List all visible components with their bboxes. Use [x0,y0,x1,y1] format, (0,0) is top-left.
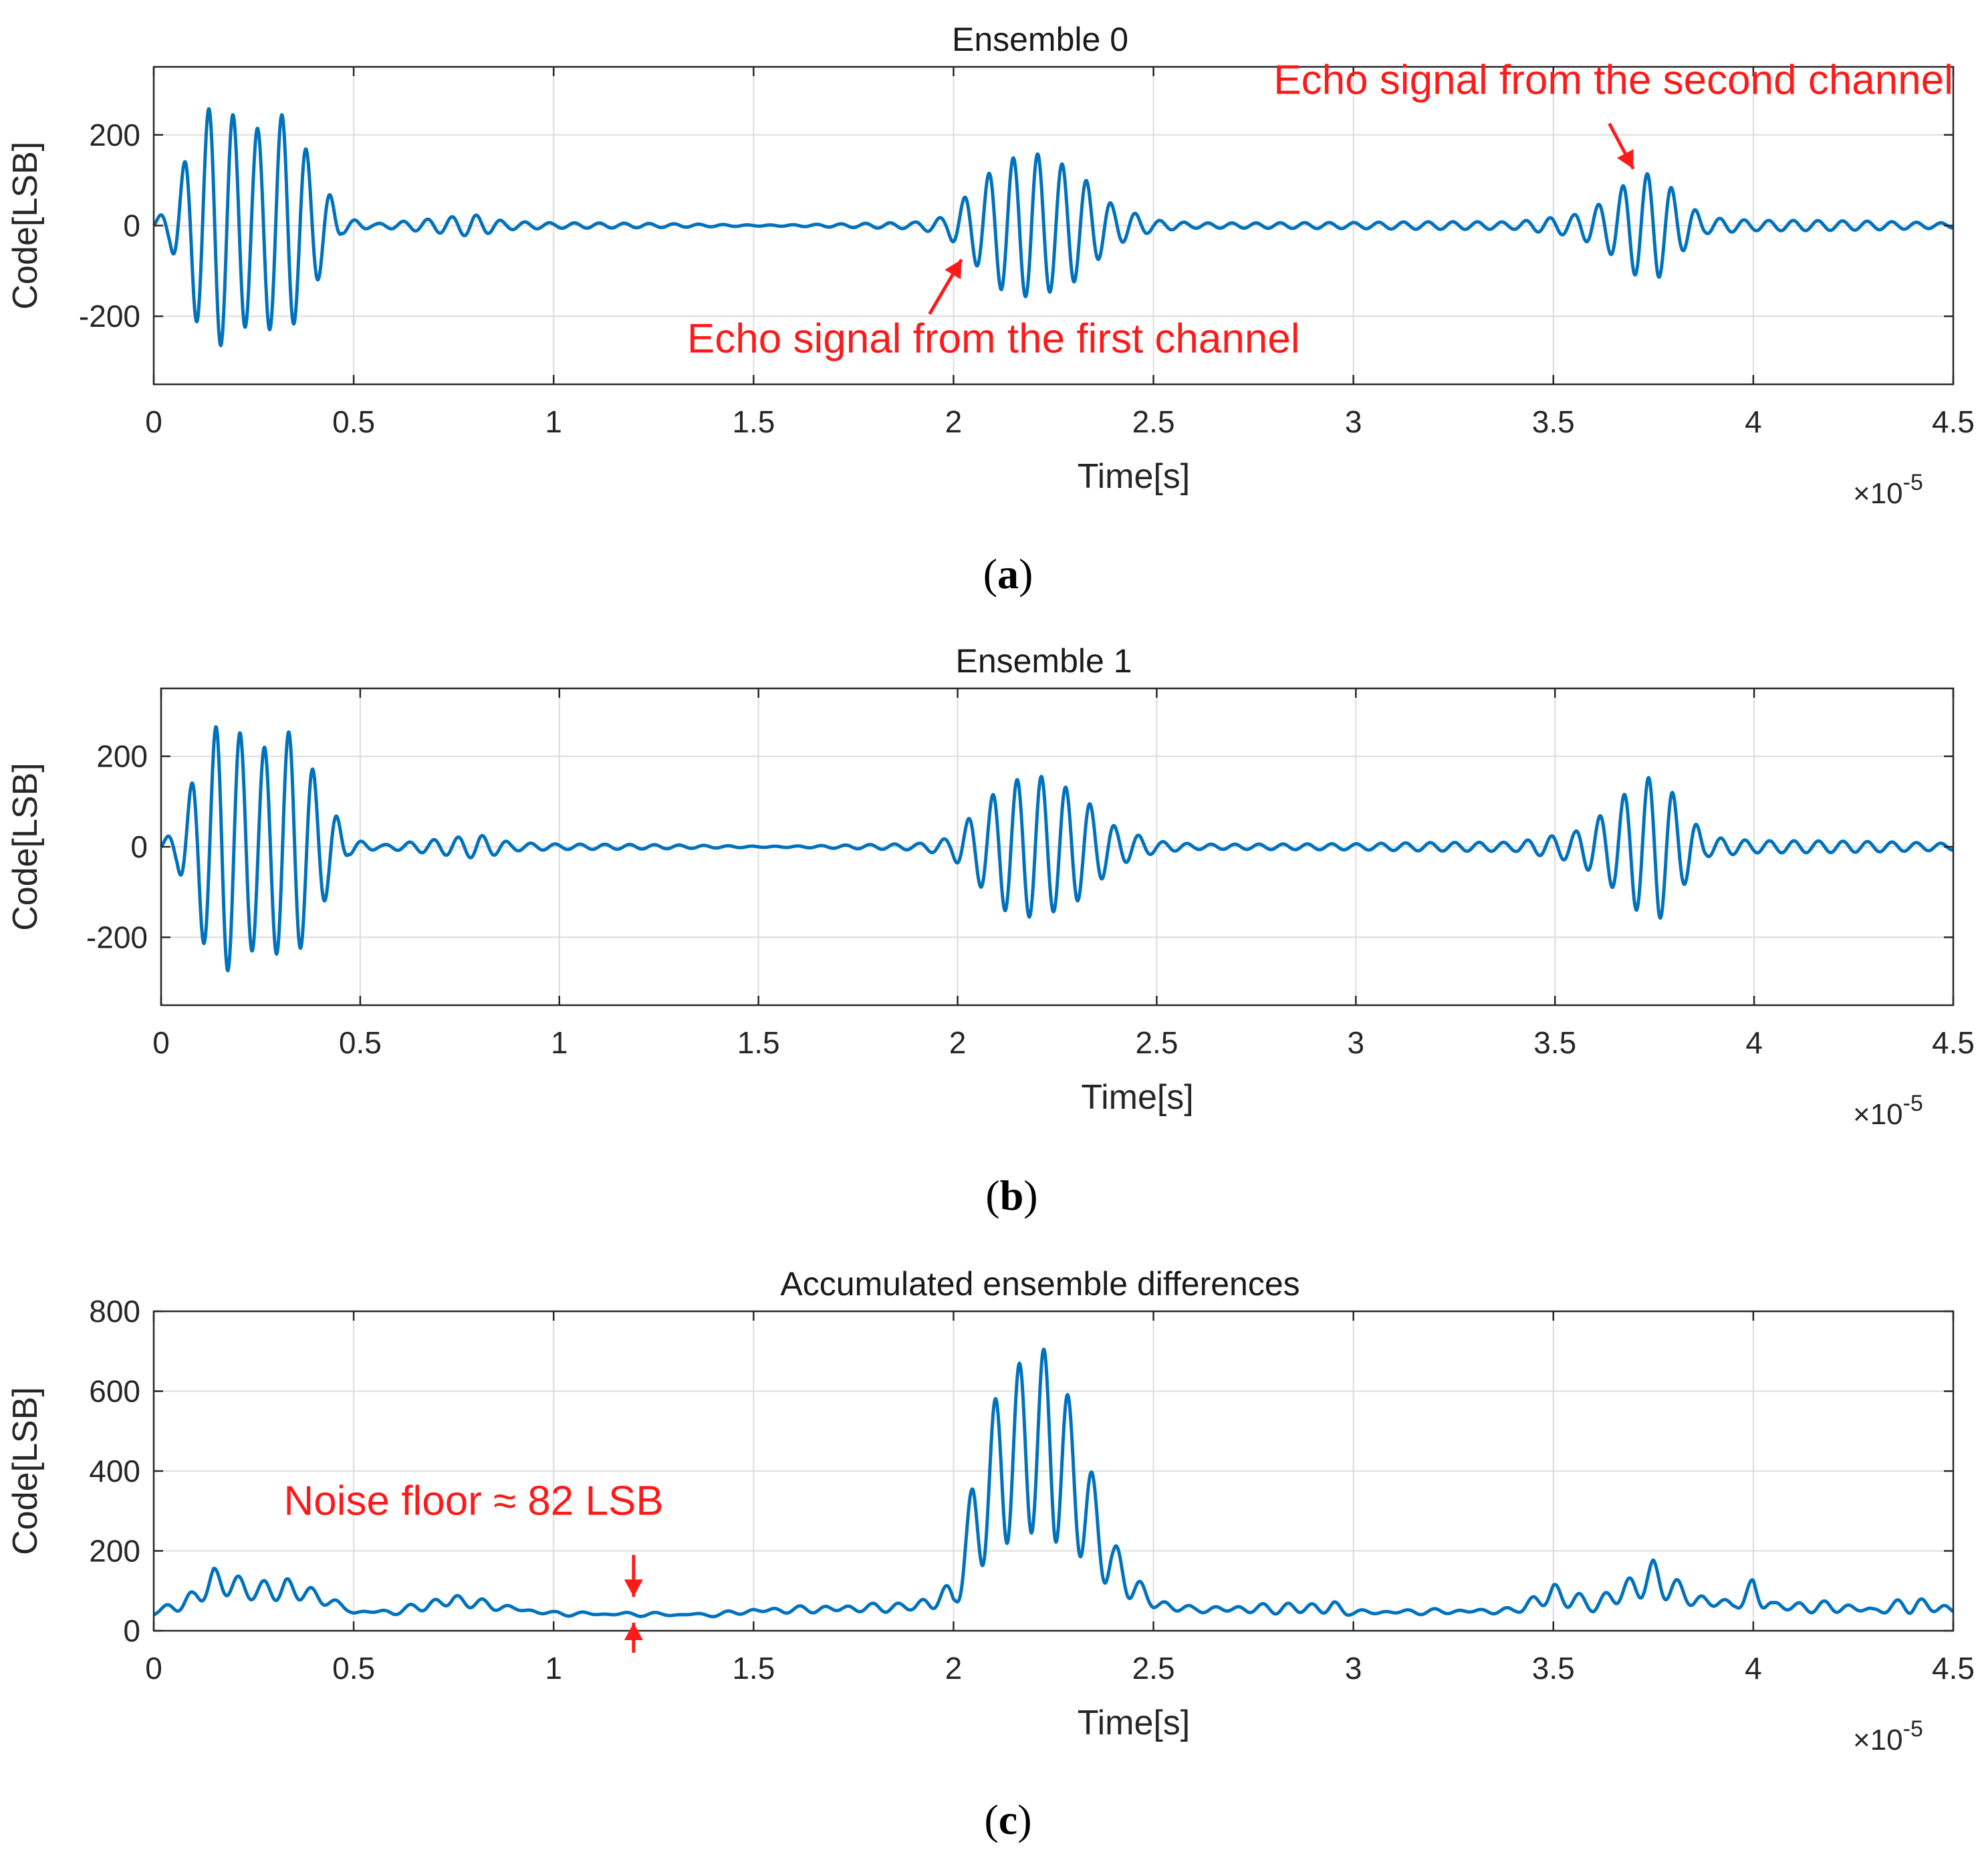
x-tick-label: 3.5 [1533,1025,1576,1060]
y-tick-label: 200 [96,739,148,774]
series-line-b [160,725,1955,972]
y-tick-label: -200 [79,299,140,334]
panel-caption-a: (a) [983,550,1033,598]
y-tick-label: 200 [89,1534,140,1569]
y-axis-label: Code[LSB] [6,1387,45,1555]
x-tick-label: 3.5 [1532,404,1575,439]
y-axis-label: Code[LSB] [6,763,45,931]
caption-close-paren: ) [1023,1172,1037,1219]
x-tick-label: 0.5 [332,1651,375,1686]
x-tick-label: 2.5 [1132,1651,1175,1686]
chart-panel-a: 0 0.5 1 1.5 2 2.5 3 3.5 4 4.5 -200 0 200 Ensemble 0 Ti… [6,21,1975,510]
y-tick-label: 800 [89,1294,140,1329]
x-tick-label: 3 [1345,1651,1362,1686]
x-multiplier-exponent: -5 [1903,1716,1923,1742]
annotation-text: Echo signal from the second channel [1273,57,1953,104]
x-tick-label: 1 [551,1025,568,1060]
annotation-text: Echo signal from the first channel [687,316,1300,362]
x-multiplier-base: ×10 [1853,477,1903,510]
x-tick-label: 3.5 [1532,1651,1575,1686]
x-axis-label: Time[s] [1078,1704,1191,1742]
panel-caption-b: (b) [985,1172,1037,1219]
caption-close-paren: ) [1017,1796,1031,1843]
y-tick-label: -200 [86,920,148,954]
x-axis-label: Time[s] [1081,1078,1194,1117]
chart-panel-b: 0 0.5 1 1.5 2 2.5 3 3.5 4 4.5 -200 0 200 Ensemble 1 Ti… [6,642,1975,1131]
x-tick-label: 1.5 [737,1025,780,1060]
x-tick-label: 2 [945,404,963,439]
caption-letter: b [1000,1172,1024,1219]
annotation-a-0: Echo signal from the second channel [1273,57,1953,170]
x-tick-label: 4.5 [1932,1651,1975,1686]
chart-panel-c: 0 0.5 1 1.5 2 2.5 3 3.5 4 4.5 0 200 400 600 800 Accumul… [6,1265,1975,1756]
x-tick-label: 4 [1745,404,1762,439]
x-multiplier-exponent: -5 [1903,1091,1923,1116]
x-tick-label: 2.5 [1132,404,1175,439]
x-tick-label: 4 [1745,1651,1762,1686]
y-tick-label: 600 [89,1374,140,1409]
noise-arrow-up-head [624,1623,643,1641]
y-tick-label: 0 [123,1613,140,1648]
annotation-a-1: Echo signal from the first channel [687,259,1300,362]
caption-open-paren: ( [984,1796,998,1843]
y-tick-label: 0 [123,209,140,243]
x-tick-label: 0.5 [339,1025,382,1060]
annotation-arrow-head [945,259,962,279]
y-tick-label: 200 [89,118,140,152]
annotation-text: Noise floor ≈ 82 LSB [283,1478,663,1524]
x-tick-label: 1 [545,404,562,439]
caption-close-paren: ) [1019,550,1033,598]
annotation-arrow-head [1616,149,1634,169]
chart-title: Ensemble 1 [955,642,1132,680]
x-tick-label: 4.5 [1932,404,1975,439]
y-tick-label: 400 [89,1454,140,1488]
x-tick-label: 4.5 [1932,1025,1975,1060]
x-multiplier-base: ×10 [1853,1724,1903,1756]
x-tick-label: 2.5 [1135,1025,1178,1060]
x-tick-label: 3 [1348,1025,1365,1060]
panel-caption-c: (c) [984,1796,1031,1843]
y-axis-label: Code[LSB] [6,142,45,310]
x-tick-label: 0 [145,1651,162,1686]
noise-arrow-down-head [624,1579,643,1597]
x-axis-label: Time[s] [1078,457,1191,496]
x-tick-label: 1.5 [732,404,775,439]
x-tick-label: 4 [1745,1025,1763,1060]
x-tick-label: 0 [152,1025,170,1060]
caption-open-paren: ( [983,550,997,598]
x-multiplier: ×10-5 [1853,1091,1923,1131]
x-tick-label: 2 [949,1025,967,1060]
series-line-a [152,107,1955,348]
chart-title: Ensemble 0 [952,21,1128,58]
x-tick-label: 1 [545,1651,562,1686]
caption-letter: c [999,1796,1017,1843]
x-multiplier-base: ×10 [1853,1098,1903,1131]
x-tick-label: 3 [1345,404,1362,439]
x-tick-label: 1.5 [732,1651,775,1686]
x-multiplier: ×10-5 [1853,1716,1923,1756]
caption-open-paren: ( [985,1172,999,1219]
noise-floor-marker [624,1555,643,1653]
x-tick-label: 0 [145,404,162,439]
annotation-c-0: Noise floor ≈ 82 LSB [283,1478,663,1524]
series-line-c [152,1347,1955,1619]
x-tick-label: 2 [945,1651,963,1686]
chart-title: Accumulated ensemble differences [780,1265,1299,1303]
y-tick-label: 0 [130,829,148,864]
x-tick-label: 0.5 [332,404,375,439]
x-multiplier-exponent: -5 [1903,470,1923,495]
caption-letter: a [997,550,1019,598]
x-multiplier: ×10-5 [1853,470,1923,510]
